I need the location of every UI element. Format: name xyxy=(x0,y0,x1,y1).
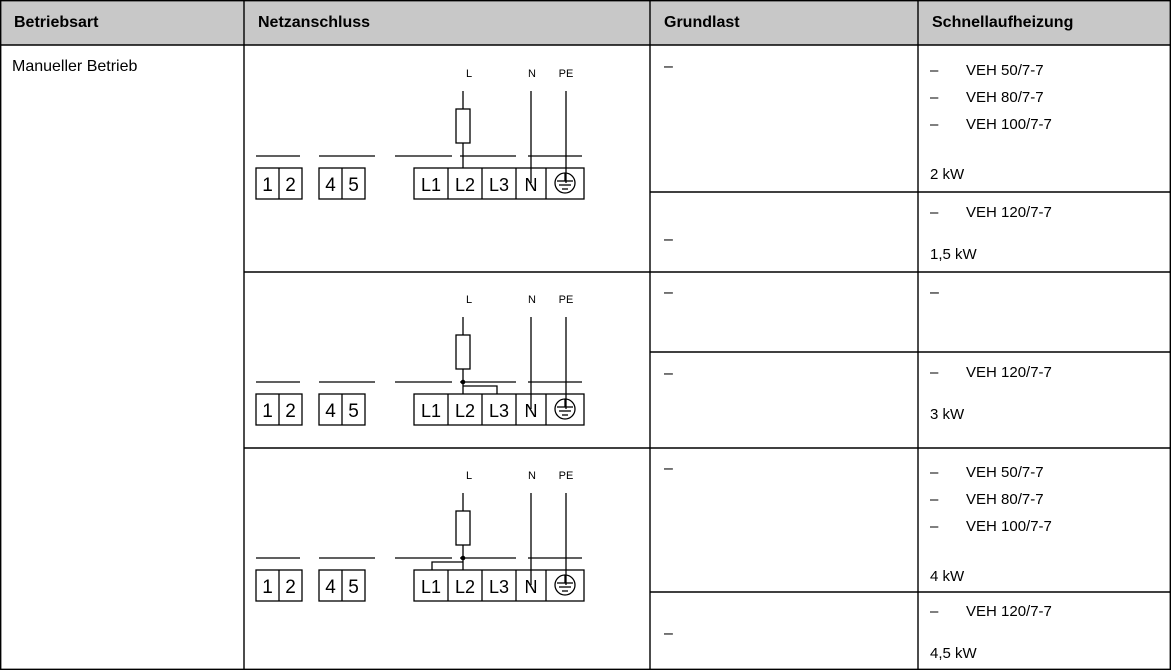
terminal-block xyxy=(413,393,585,426)
operating-mode-value: Manueller Betrieb xyxy=(12,58,138,75)
terminal-block xyxy=(413,569,585,602)
terminal-label: L2 xyxy=(455,577,475,597)
supply-label-pe: PE xyxy=(559,294,574,306)
diagram-group: L N PE 1 2 4 5 L1 L2 L3 N xyxy=(255,68,585,200)
diagram-group: L N PE 1 2 4 5 L1 L2 L3 N xyxy=(255,470,585,602)
terminal-label: L2 xyxy=(455,401,475,421)
supply-label-l: L xyxy=(466,470,472,482)
fuse-icon xyxy=(455,108,471,144)
power-value: 3 kW xyxy=(930,406,965,423)
fuse-icon xyxy=(455,510,471,546)
terminal-label: 2 xyxy=(285,401,296,422)
header-operating-mode: Betriebsart xyxy=(14,14,99,31)
list-dash: – xyxy=(930,518,939,535)
supply-label-n: N xyxy=(528,294,536,306)
junction-dot xyxy=(460,555,466,561)
base-load-value: – xyxy=(664,284,673,301)
power-value: 4 kW xyxy=(930,568,965,585)
model-name: VEH 50/7-7 xyxy=(966,62,1044,79)
terminal-label: N xyxy=(525,401,538,421)
header-mains-connection: Netzanschluss xyxy=(258,14,371,31)
list-dash: – xyxy=(930,603,939,620)
terminal-label: L3 xyxy=(489,401,509,421)
model-name: VEH 120/7-7 xyxy=(966,364,1052,381)
base-load-value: – xyxy=(664,231,673,248)
power-value: 2 kW xyxy=(930,166,965,183)
list-dash: – xyxy=(930,364,939,381)
terminal-label: 4 xyxy=(325,401,336,422)
power-value: 1,5 kW xyxy=(930,246,977,263)
supply-label-n: N xyxy=(528,68,536,80)
terminal-label: L3 xyxy=(489,175,509,195)
terminal-label: 1 xyxy=(262,175,273,196)
supply-label-pe: PE xyxy=(559,470,574,482)
supply-label-pe: PE xyxy=(559,68,574,80)
supply-label-l: L xyxy=(466,294,472,306)
base-load-value: – xyxy=(664,460,673,477)
terminal-label: L1 xyxy=(421,175,441,195)
terminal-label: L3 xyxy=(489,577,509,597)
terminal-label: 1 xyxy=(262,577,273,598)
model-name: VEH 80/7-7 xyxy=(966,89,1044,106)
list-dash: – xyxy=(930,89,939,106)
terminal-label: L1 xyxy=(421,577,441,597)
list-dash: – xyxy=(930,116,939,133)
header-base-load: Grundlast xyxy=(664,14,740,31)
terminal-label: N xyxy=(525,175,538,195)
base-load-value: – xyxy=(664,625,673,642)
terminal-label: L1 xyxy=(421,401,441,421)
fuse-icon xyxy=(455,334,471,370)
terminal-label: 5 xyxy=(348,401,359,422)
terminal-label: 1 xyxy=(262,401,273,422)
model-name: VEH 80/7-7 xyxy=(966,491,1044,508)
model-name: VEH 100/7-7 xyxy=(966,518,1052,535)
terminal-label: L2 xyxy=(455,175,475,195)
list-dash: – xyxy=(930,491,939,508)
terminal-label: 4 xyxy=(325,577,336,598)
diagram-group: L N PE 1 2 4 5 L1 L2 L3 N xyxy=(255,294,585,426)
list-dash: – xyxy=(930,204,939,221)
terminal-label: 5 xyxy=(348,577,359,598)
model-name: VEH 120/7-7 xyxy=(966,603,1052,620)
bridge-l2-l3 xyxy=(463,385,498,394)
model-name: VEH 120/7-7 xyxy=(966,204,1052,221)
list-dash: – xyxy=(930,62,939,79)
power-value: 4,5 kW xyxy=(930,645,977,662)
base-load-value: – xyxy=(664,58,673,75)
base-load-value: – xyxy=(664,365,673,382)
header-rapid-heating: Schnellaufheizung xyxy=(932,14,1074,31)
model-name: VEH 100/7-7 xyxy=(966,116,1052,133)
supply-label-n: N xyxy=(528,470,536,482)
terminal-block xyxy=(413,167,585,200)
list-dash: – xyxy=(930,464,939,481)
rapid-heating-value: – xyxy=(930,284,939,301)
terminal-label: 4 xyxy=(325,175,336,196)
bridge-l1-l2 xyxy=(431,561,463,570)
model-name: VEH 50/7-7 xyxy=(966,464,1044,481)
supply-label-l: L xyxy=(466,68,472,80)
terminal-label: 2 xyxy=(285,577,296,598)
junction-dot xyxy=(460,379,466,385)
terminal-label: 5 xyxy=(348,175,359,196)
terminal-label: 2 xyxy=(285,175,296,196)
terminal-label: N xyxy=(525,577,538,597)
